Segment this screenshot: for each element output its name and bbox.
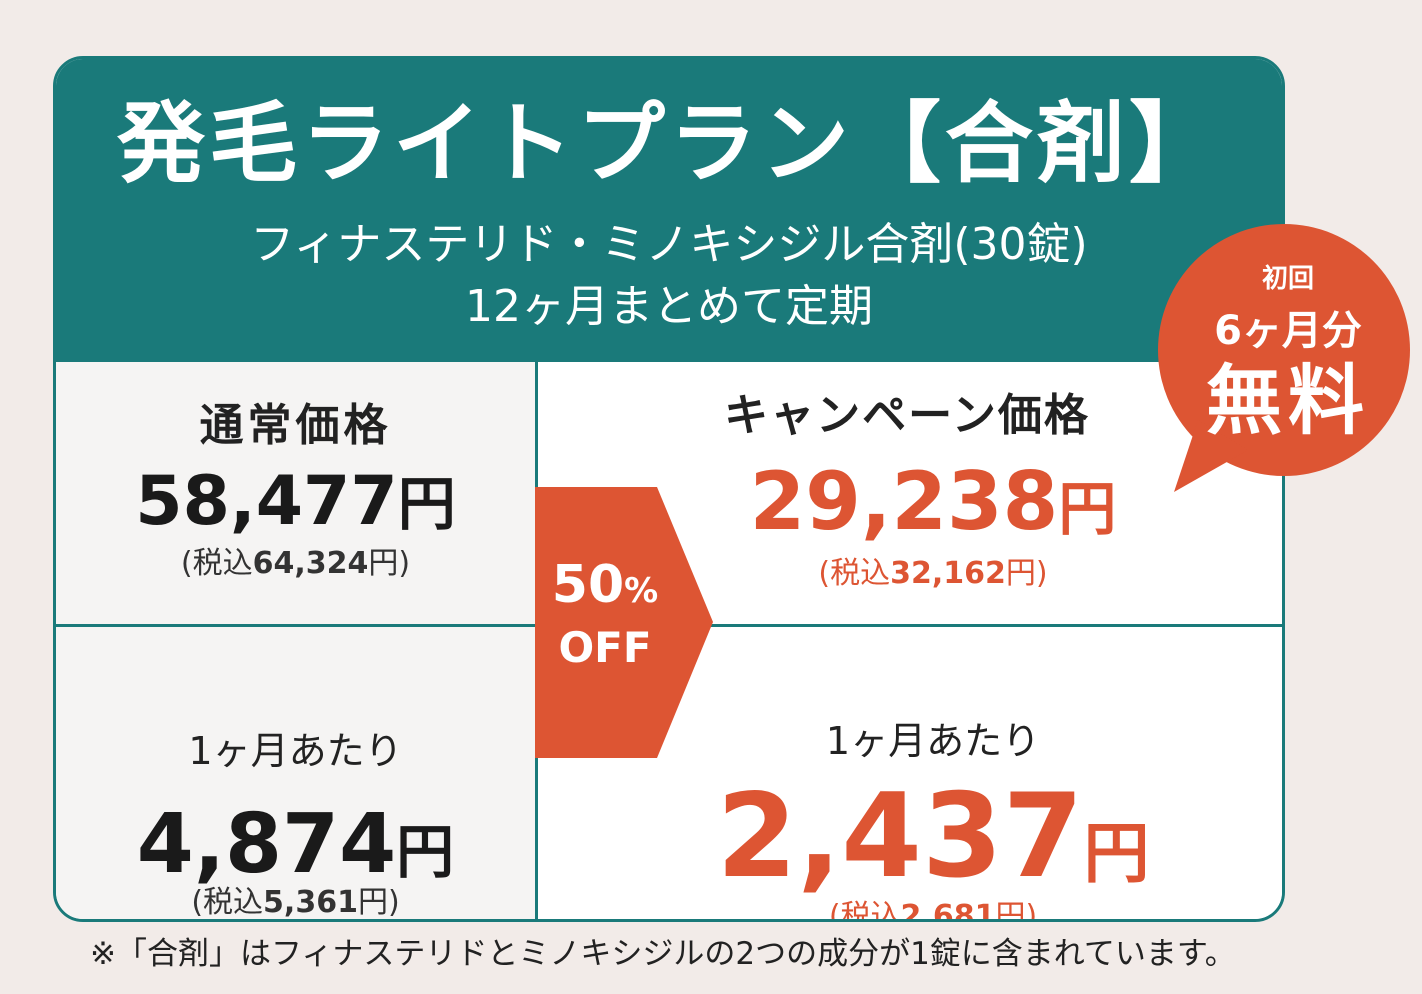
normal-monthly-label: 1ヶ月あたり bbox=[188, 729, 403, 773]
discount-percent-sign: % bbox=[624, 571, 659, 611]
plan-subtitle-product: フィナステリド・ミノキシジル合剤(30錠) bbox=[250, 219, 1088, 270]
campaign-monthly-price-value: 2,437 bbox=[716, 769, 1084, 904]
normal-monthly-price-unit: 円 bbox=[396, 818, 455, 886]
campaign-monthly-price-unit: 円 bbox=[1083, 815, 1150, 892]
plan-subtitle-term: 12ヶ月まとめて定期 bbox=[465, 281, 873, 332]
normal-total-tax-value: 64,324 bbox=[252, 546, 369, 581]
free-months-badge: 初回 6ヶ月分 無料 bbox=[1132, 224, 1422, 494]
campaign-total-tax-prefix: (税込 bbox=[818, 556, 891, 591]
normal-monthly-price-value: 4,874 bbox=[136, 797, 397, 892]
discount-number: 50 bbox=[551, 555, 625, 615]
discount-off-label: OFF bbox=[558, 623, 652, 672]
campaign-total-price-value: 29,238 bbox=[749, 455, 1059, 548]
discount-percent: 50% bbox=[535, 557, 675, 619]
campaign-monthly-tax: (税込2,681円) bbox=[538, 897, 1282, 922]
normal-monthly-tax-suffix: 円) bbox=[357, 885, 400, 920]
badge-first-time: 初回 bbox=[1261, 264, 1314, 294]
normal-total-tax-suffix: 円) bbox=[368, 546, 411, 581]
normal-price-label: 通常価格 bbox=[199, 400, 392, 451]
normal-monthly-price: 4,874円 bbox=[56, 797, 535, 900]
footnote: ※「合剤」はフィナステリドとミノキシジルの2つの成分が1錠に含まれています。 bbox=[90, 936, 1236, 972]
normal-total-price-value: 58,477 bbox=[135, 462, 398, 541]
campaign-total-price-unit: 円 bbox=[1058, 475, 1117, 543]
normal-total-tax-prefix: (税込 bbox=[180, 546, 253, 581]
discount-arrow: 50% OFF bbox=[535, 487, 713, 758]
discount-arrow-shape bbox=[535, 487, 713, 758]
campaign-total-price: 29,238円 bbox=[538, 455, 1282, 555]
normal-total-tax: (税込64,324円) bbox=[56, 544, 535, 584]
campaign-monthly-tax-suffix: 円) bbox=[995, 899, 1038, 922]
normal-total-price-unit: 円 bbox=[397, 470, 456, 538]
plan-title: 発毛ライトプラン【合剤】 bbox=[116, 92, 1221, 195]
campaign-price-label: キャンペーン価格 bbox=[724, 390, 1090, 441]
normal-monthly-tax-value: 5,361 bbox=[263, 885, 358, 920]
campaign-monthly-tax-value: 2,681 bbox=[900, 899, 996, 922]
campaign-total-tax: (税込32,162円) bbox=[538, 554, 1282, 594]
speech-bubble-shape bbox=[1158, 224, 1410, 492]
normal-price-cell: 通常価格 58,477円 (税込64,324円) bbox=[56, 362, 538, 627]
campaign-total-tax-suffix: 円) bbox=[1005, 556, 1048, 591]
normal-total-price: 58,477円 bbox=[56, 462, 535, 544]
badge-free: 無料 bbox=[1206, 356, 1370, 445]
normal-monthly-tax: (税込5,361円) bbox=[56, 883, 535, 920]
normal-monthly-cell: 1ヶ月あたり 4,874円 (税込5,361円) bbox=[56, 627, 538, 920]
plan-header: 発毛ライトプラン【合剤】 フィナステリド・ミノキシジル合剤(30錠) 12ヶ月ま… bbox=[56, 59, 1282, 362]
badge-months: 6ヶ月分 bbox=[1214, 308, 1362, 354]
campaign-monthly-tax-prefix: (税込 bbox=[828, 899, 901, 922]
campaign-monthly-label: 1ヶ月あたり bbox=[825, 719, 1041, 763]
normal-monthly-tax-prefix: (税込 bbox=[191, 885, 264, 920]
campaign-total-tax-value: 32,162 bbox=[890, 556, 1006, 591]
campaign-monthly-price: 2,437円 bbox=[538, 773, 1282, 918]
